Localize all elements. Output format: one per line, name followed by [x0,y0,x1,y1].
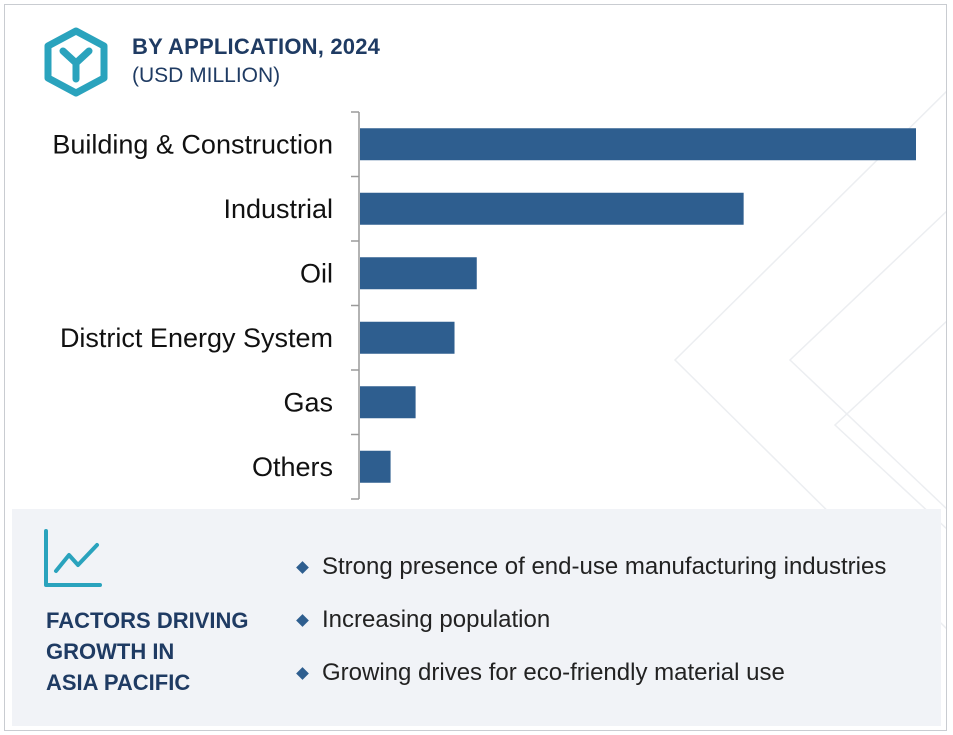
factors-title-line: ASIA PACIFIC [46,670,191,695]
diamond-bullet-icon [296,614,309,627]
factors-title: FACTORS DRIVING GROWTH IN ASIA PACIFIC [46,605,266,698]
factors-panel: FACTORS DRIVING GROWTH IN ASIA PACIFIC S… [12,509,941,726]
factor-text: Growing drives for eco-friendly material… [322,659,785,686]
bar [360,128,916,161]
diamond-bullet-icon [296,561,309,574]
chart-card: BY APPLICATION, 2024 (USD MILLION) Build… [4,4,947,731]
diamond-bullet-icon [296,667,309,680]
bar [360,192,744,225]
factors-title-line: FACTORS DRIVING [46,608,249,633]
bar [360,450,391,483]
category-label: Industrial [223,194,333,224]
factors-title-line: GROWTH IN [46,639,175,664]
line-chart-icon [44,529,102,587]
chart-title: BY APPLICATION, 2024 [132,34,381,59]
factor-text: Strong presence of end-use manufacturing… [322,553,887,580]
bar [360,386,416,419]
category-label: Others [252,452,333,482]
bar [360,321,455,354]
category-label: Oil [300,258,333,288]
hexagon-logo-icon [44,27,108,97]
chart-subtitle: (USD MILLION) [132,64,281,87]
category-label: District Energy System [60,323,333,353]
bar [360,257,477,290]
bar-chart: Building & Construction Industrial Oil Dist… [52,111,916,500]
factor-text: Increasing population [322,606,551,633]
category-label: Building & Construction [52,129,333,159]
category-label: Gas [283,387,333,417]
